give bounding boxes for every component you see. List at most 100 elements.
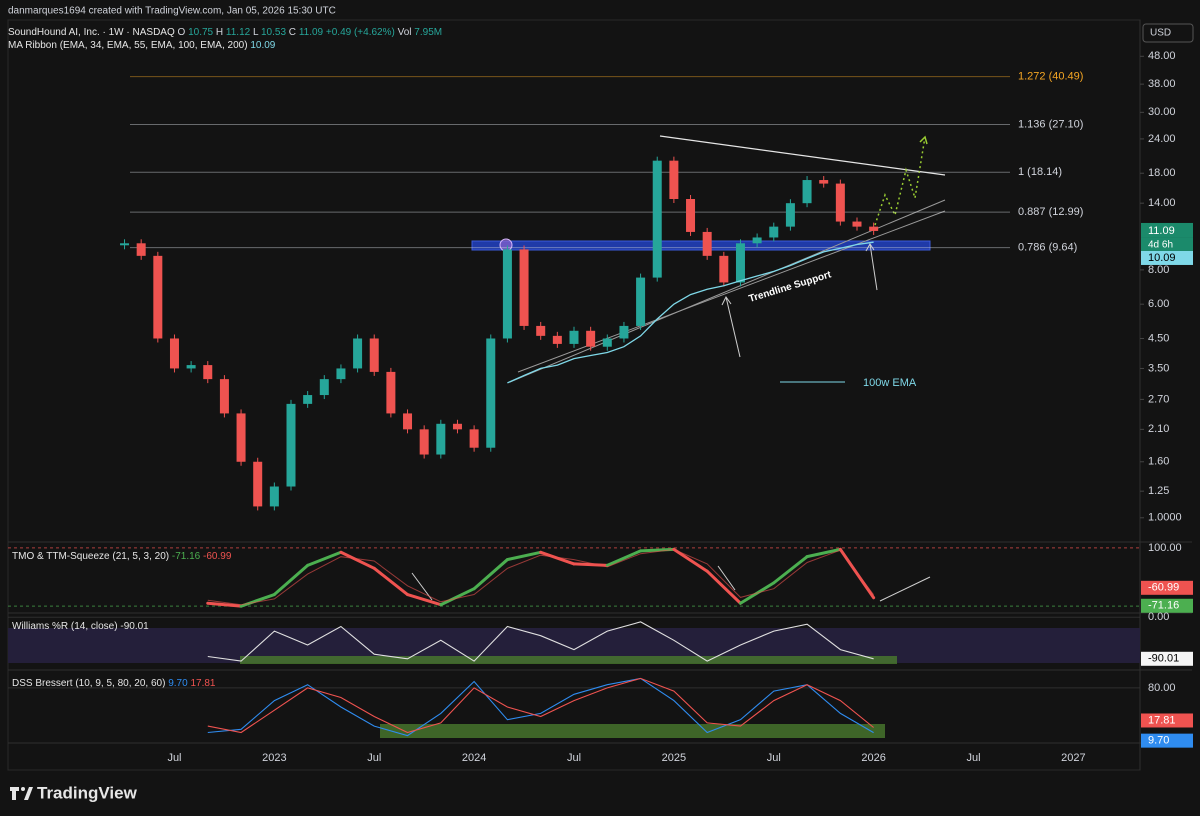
ohlc-key: L [253, 27, 259, 38]
fib-label: 1 (18.14) [1018, 166, 1062, 178]
candle [819, 180, 829, 184]
series-segment [672, 547, 709, 573]
candle [436, 423, 446, 455]
ohlc-key: H [216, 27, 223, 38]
indicator-title: DSS Bressert (10, 9, 5, 80, 20, 60) 9.70… [12, 678, 216, 689]
y-tick-label: 1.25 [1148, 485, 1169, 497]
ema-tag-label: 10.09 [1148, 252, 1176, 264]
series-line [507, 241, 874, 384]
ohlc-value: 11.09 [299, 27, 324, 38]
candle [452, 423, 462, 430]
series-line [207, 677, 874, 734]
series-segment [306, 550, 343, 567]
candle [403, 413, 413, 430]
candle [619, 325, 629, 339]
x-tick-label: Jul [567, 752, 581, 764]
series-segment [206, 601, 243, 608]
candle [219, 379, 229, 414]
y-tick-label: 0.00 [1148, 611, 1169, 623]
candle [869, 226, 879, 231]
value-tag [1141, 580, 1193, 595]
candle [752, 237, 762, 244]
candle [502, 249, 512, 339]
indicator-name: Williams %R (14, close) [12, 621, 118, 632]
x-tick-label: 2027 [1061, 752, 1085, 764]
candle [735, 243, 745, 283]
ohlc-value: 7.95M [414, 27, 442, 38]
fib-label: 0.887 (12.99) [1018, 206, 1083, 218]
symbol-legend: SoundHound AI, Inc. · 1W · NASDAQ O 10.7… [8, 27, 442, 38]
candle [536, 325, 546, 336]
candle [652, 160, 662, 278]
arrow [869, 243, 878, 291]
series-line [207, 548, 875, 606]
value-tag-label: -90.01 [1148, 653, 1179, 665]
candle [186, 365, 196, 369]
candle [319, 379, 329, 396]
ema-tag [1141, 250, 1193, 265]
ribbon-legend: MA Ribbon (EMA, 34, EMA, 55, EMA, 100, E… [8, 40, 276, 51]
y-tick-label: 1.0000 [1148, 512, 1182, 524]
arrow [725, 296, 741, 358]
indicator-name: TMO & TTM-Squeeze (21, 5, 3, 20) [12, 551, 169, 562]
logo-mark [21, 787, 25, 791]
series-segment [372, 566, 410, 597]
series-line [207, 677, 874, 737]
candle [669, 160, 679, 199]
fib-label: 1.272 (40.49) [1018, 70, 1083, 82]
y-tick-label: 2.70 [1148, 393, 1169, 405]
value-tag-label: 17.81 [1148, 714, 1176, 726]
series-line [207, 621, 874, 662]
candle [336, 368, 346, 380]
candle [169, 338, 179, 369]
candle [852, 221, 862, 227]
candle [269, 486, 279, 507]
footer-logo: TradingView [10, 783, 138, 802]
ohlc-value: 10.53 [261, 27, 286, 38]
candle [303, 395, 313, 404]
logo-mark [10, 787, 19, 800]
ribbon-title: MA Ribbon (EMA, 34, EMA, 55, EMA, 100, E… [8, 40, 248, 51]
price-tag-label: 11.09 [1148, 225, 1175, 237]
series-segment [472, 558, 509, 591]
arrowhead [721, 296, 732, 306]
x-tick-label: Jul [167, 752, 181, 764]
value-tag [1141, 598, 1193, 613]
candle [519, 249, 529, 326]
candle [369, 338, 379, 372]
footer-brand: TradingView [37, 783, 138, 802]
candle [719, 255, 729, 283]
ohlc-key: C [289, 27, 296, 38]
candle [136, 243, 146, 256]
series-segment [772, 555, 809, 585]
candle [120, 243, 130, 246]
zone-marker [499, 238, 513, 252]
candle [386, 371, 396, 414]
y-tick-label: 1.60 [1148, 456, 1169, 468]
logo-mark [24, 787, 33, 800]
x-tick-label: 2023 [262, 752, 286, 764]
indicator-title: TMO & TTM-Squeeze (21, 5, 3, 20) -71.16 … [12, 551, 232, 562]
ema-legend-label: 100w EMA [863, 377, 917, 389]
y-tick-label: 2.10 [1148, 423, 1169, 435]
candle [569, 330, 579, 344]
currency[interactable]: USD [1150, 28, 1171, 39]
indicator-value: -90.01 [120, 621, 149, 632]
candle [802, 180, 812, 204]
candle [602, 338, 612, 347]
x-tick-label: 2024 [462, 752, 486, 764]
y-tick-label: 48.00 [1148, 50, 1176, 62]
x-tick-label: 2025 [662, 752, 686, 764]
ribbon-value: 10.09 [250, 40, 275, 51]
y-tick-label: 100.00 [1148, 542, 1182, 554]
y-tick-label: 24.00 [1148, 133, 1176, 145]
currency-button[interactable] [1142, 23, 1194, 43]
countdown-tag [1141, 237, 1193, 251]
ohlc-key: Vol [398, 27, 412, 38]
candle [469, 429, 479, 448]
x-tick-label: Jul [367, 752, 381, 764]
candle [785, 203, 795, 227]
candle [686, 198, 696, 232]
series-segment [705, 569, 742, 605]
